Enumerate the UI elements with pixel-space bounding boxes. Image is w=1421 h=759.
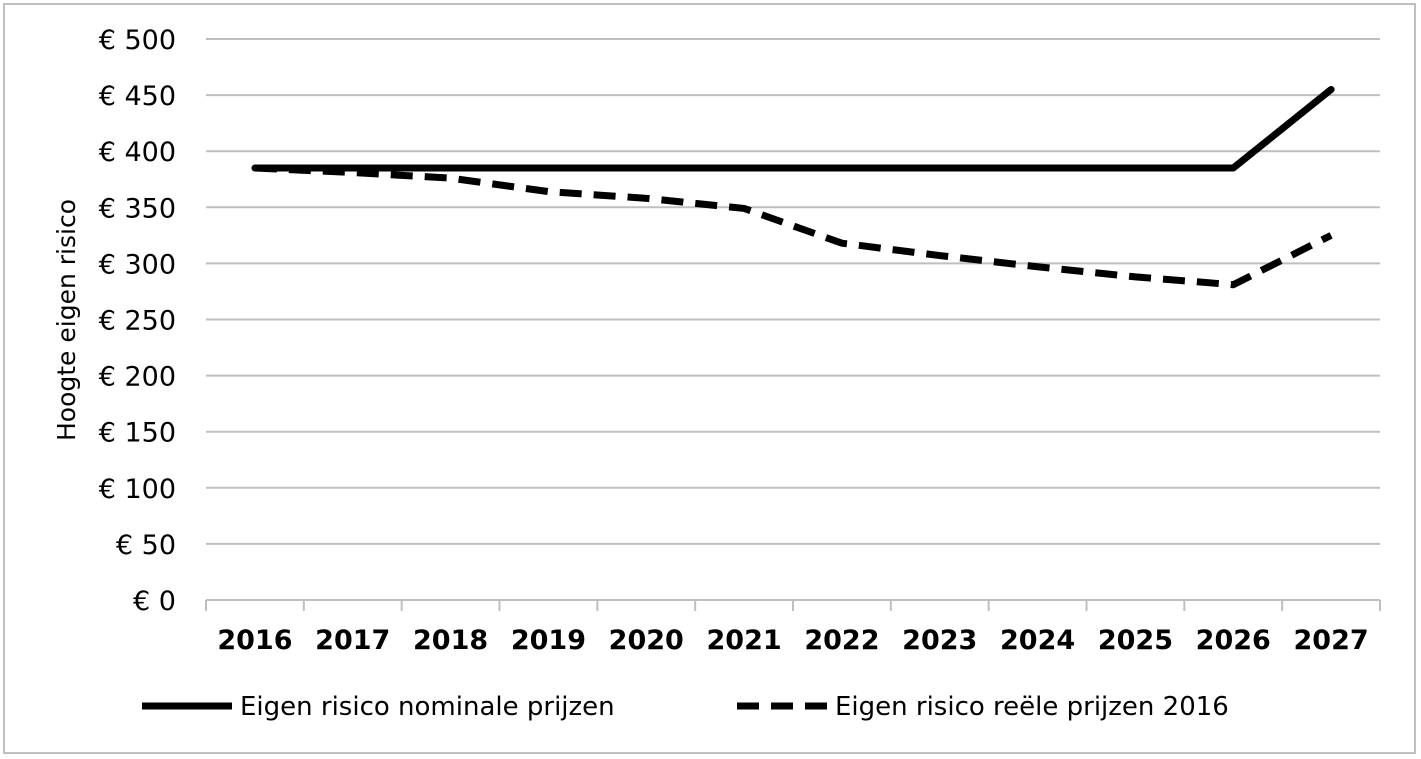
x-axis <box>205 599 1381 611</box>
x-tick-label: 2023 <box>902 625 977 656</box>
y-tick-label: € 250 <box>99 306 176 337</box>
y-tick-label: € 350 <box>99 193 176 224</box>
x-tick-label: 2026 <box>1196 625 1271 656</box>
legend-label-nominal: Eigen risico nominale prijzen <box>240 692 615 722</box>
y-tick-label: € 300 <box>99 249 176 280</box>
x-tick-label: 2016 <box>217 625 292 656</box>
x-tick-label: 2018 <box>413 625 488 656</box>
legend-label-real: Eigen risico reële prijzen 2016 <box>835 692 1229 722</box>
y-axis-label: Hoogte eigen risico <box>52 199 81 441</box>
legend: Eigen risico nominale prijzen Eigen risi… <box>142 692 1229 722</box>
y-tick-label: € 200 <box>99 362 176 393</box>
y-tick-label: € 150 <box>99 418 176 449</box>
x-tick-label: 2022 <box>804 625 879 656</box>
chart-frame <box>3 3 1416 754</box>
y-axis-tick-labels: € 0 € 50 € 100 € 150 € 200 € 250 € 300 € 350 € 4… <box>99 25 176 617</box>
x-tick-label: 2020 <box>609 625 684 656</box>
y-tick-label: € 450 <box>99 81 176 112</box>
x-axis-tick-labels: 2016 2017 2018 2019 2020 2021 2022 2023 2024 2025… <box>217 625 1368 656</box>
x-tick-label: 2024 <box>1000 625 1075 656</box>
y-tick-label: € 50 <box>116 530 176 561</box>
y-tick-label: € 500 <box>99 25 176 56</box>
y-tick-label: € 100 <box>99 474 176 505</box>
x-tick-label: 2025 <box>1098 625 1173 656</box>
x-tick-label: 2019 <box>511 625 586 656</box>
series-line-real <box>254 164 1333 289</box>
y-tick-label: € 0 <box>133 586 176 617</box>
gridlines <box>206 38 1380 545</box>
x-tick-label: 2017 <box>315 625 390 656</box>
y-tick-label: € 400 <box>99 137 176 168</box>
x-tick-label: 2021 <box>707 625 782 656</box>
x-tick-label: 2027 <box>1294 625 1369 656</box>
series-lines <box>251 85 1335 289</box>
series-line-nominal <box>251 85 1335 172</box>
